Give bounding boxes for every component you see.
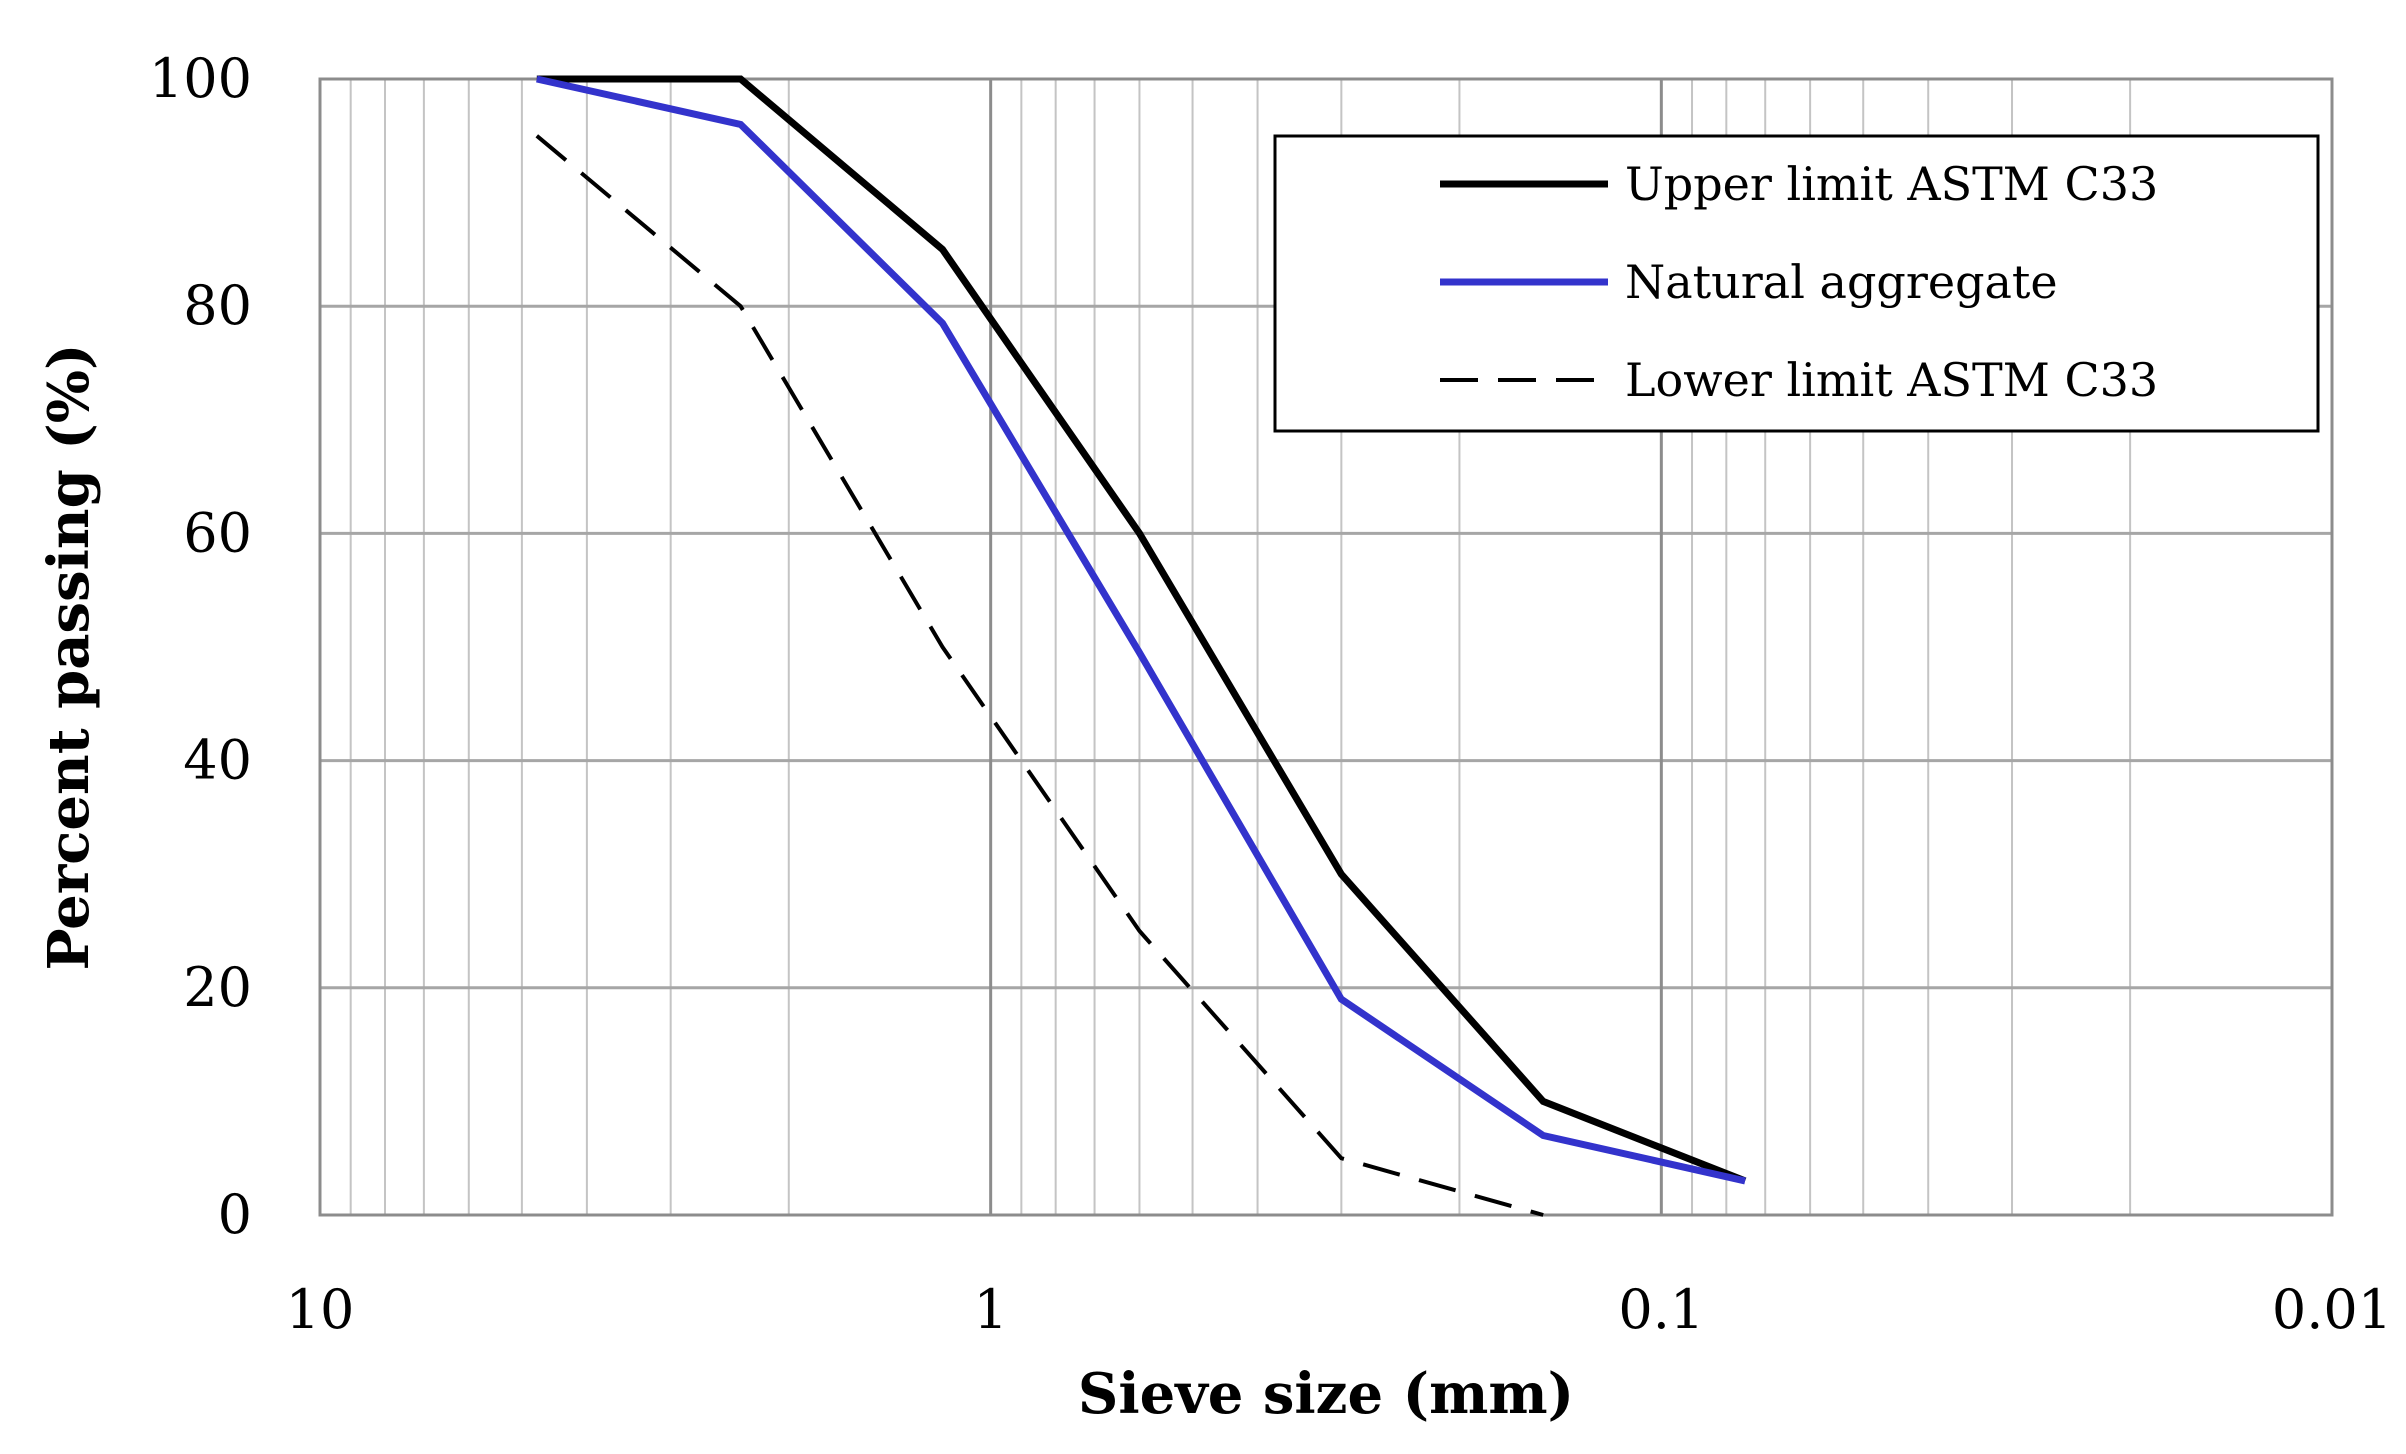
y-tick-label: 80 <box>183 274 252 337</box>
series-line-upper-limit-astm-c33 <box>536 75 1747 1185</box>
series-line-lower-limit-astm-c33 <box>535 134 1544 1217</box>
y-tick-label: 60 <box>183 501 252 564</box>
x-axis-ticks: 10 1 0.1 0.01 <box>286 1278 2392 1341</box>
x-axis-title: Sieve size (mm) <box>1078 1361 1574 1427</box>
y-axis-title: Percent passing (%) <box>36 344 102 971</box>
legend-label: Natural aggregate <box>1625 255 2058 309</box>
x-tick-label: 1 <box>973 1278 1007 1341</box>
series-lines <box>535 75 1747 1217</box>
series-line-natural-aggregate <box>536 75 1746 1185</box>
y-tick-label: 20 <box>183 956 252 1019</box>
x-tick-label: 0.01 <box>2272 1278 2392 1341</box>
legend-label: Lower limit ASTM C33 <box>1625 353 2158 407</box>
x-tick-label: 10 <box>286 1278 355 1341</box>
legend-label: Upper limit ASTM C33 <box>1625 157 2158 211</box>
y-tick-label: 0 <box>218 1183 252 1246</box>
legend: Upper limit ASTM C33 Natural aggregate Low… <box>1273 134 2320 433</box>
x-tick-label: 0.1 <box>1618 1278 1704 1341</box>
y-axis-ticks: 0 20 40 60 80 100 <box>149 47 252 1246</box>
y-tick-label: 40 <box>183 729 252 792</box>
plot-frame <box>318 77 2334 1217</box>
y-tick-label: 100 <box>149 47 252 110</box>
